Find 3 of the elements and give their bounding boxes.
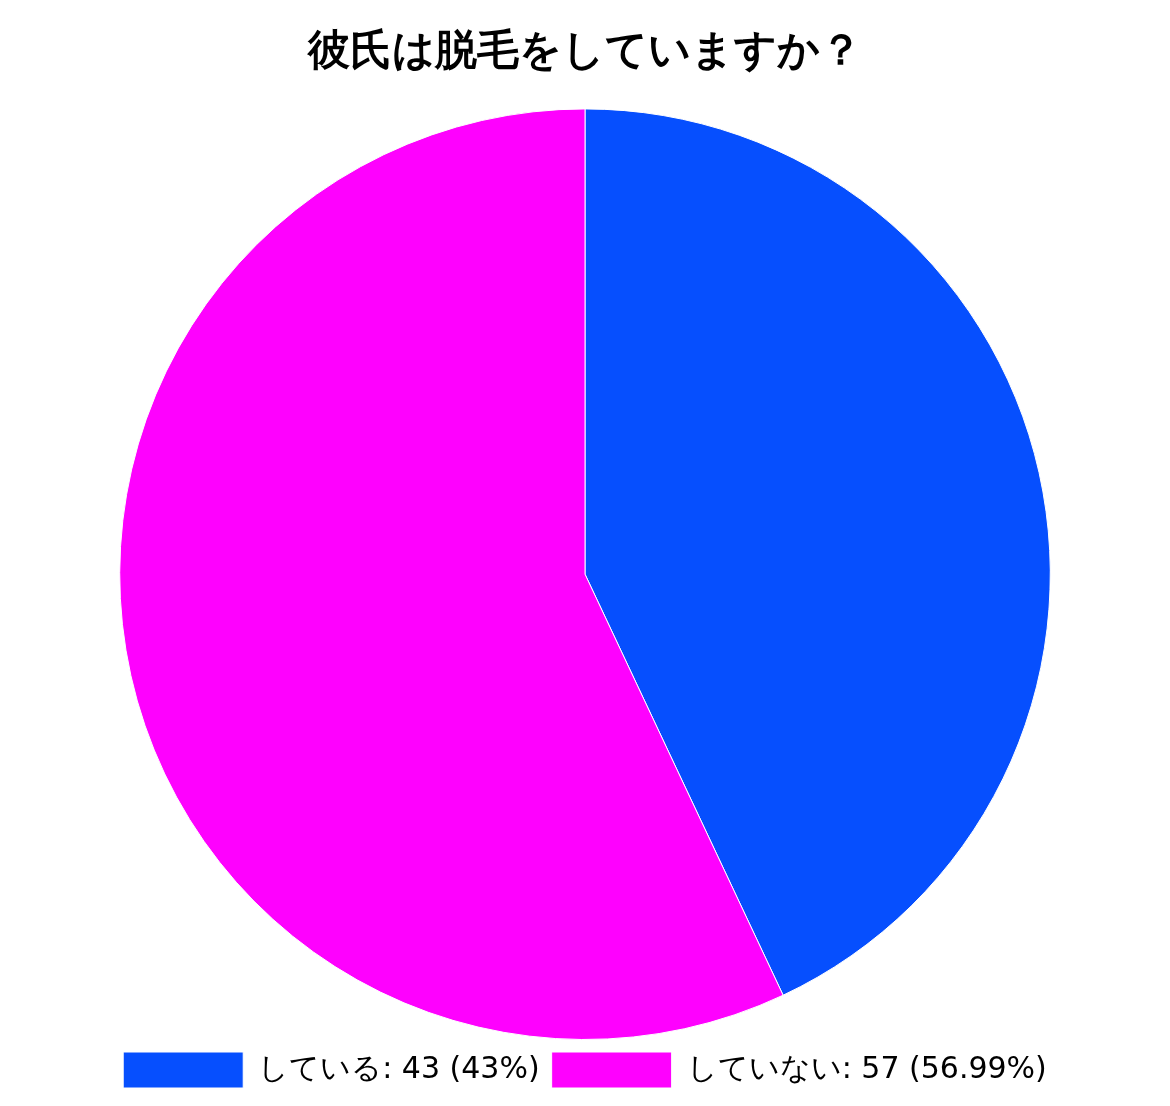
- chart-title: 彼氏は脱毛をしていますか？: [307, 25, 862, 75]
- legend-label: している: 43 (43%): [258, 1049, 540, 1085]
- legend-label: していない: 57 (56.99%): [686, 1049, 1047, 1085]
